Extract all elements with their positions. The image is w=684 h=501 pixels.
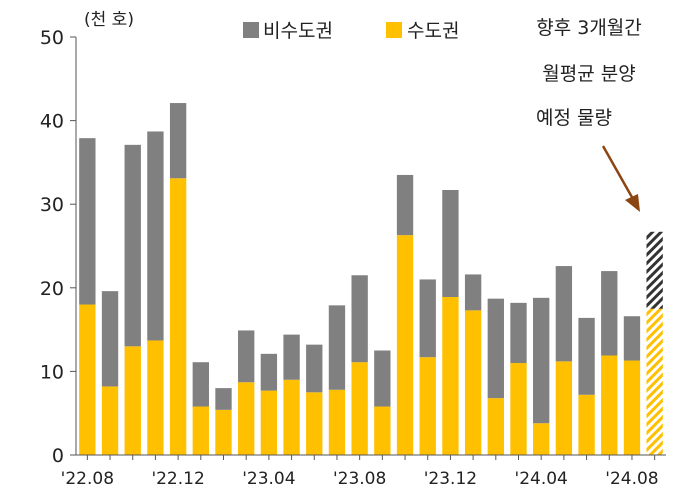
x-tick-label: '22.12 [151,469,204,489]
bar-capital [283,379,300,455]
bar-capital [124,346,141,455]
bar-capital [79,304,96,455]
bar-capital [623,360,641,455]
bar-capital [215,409,232,455]
bar-non-capital-projected [646,231,663,309]
bar-non-capital [260,353,278,391]
bar-capital [464,310,482,455]
legend-label-capital: 수도권 [407,20,459,42]
bar-non-capital [101,291,119,387]
y-tick-label: 10 [40,361,64,383]
bar-non-capital [147,131,164,341]
y-tick-label: 30 [40,194,64,216]
bar-non-capital [555,266,573,362]
bars [79,103,663,455]
legend-label-non-capital: 비수도권 [263,20,333,42]
y-tick-label: 20 [40,278,64,300]
x-axis: '22.08 '22.12 '23.04 '23.08 '23.12 '24.04 '24.… [61,454,666,489]
annotation-line-3: 예정 물량 [536,107,612,129]
x-tick-label: '23.08 [333,469,386,489]
x-tick-label: '22.08 [61,469,114,489]
bar-non-capital [169,103,187,179]
bar-capital [260,390,278,455]
bar-capital [510,363,527,455]
bar-capital [601,355,618,455]
bar-non-capital [328,305,346,390]
y-axis: 0 10 20 30 40 50 [40,27,77,467]
bar-capital [169,178,187,455]
x-tick-label: '23.12 [424,469,477,489]
bar-non-capital [533,297,550,424]
bar-non-capital [215,388,232,410]
bar-non-capital [79,138,96,305]
bar-capital-projected [646,308,663,455]
y-tick-label: 40 [40,111,64,133]
bar-capital [328,389,346,455]
bar-capital [578,394,595,455]
bar-non-capital [396,174,414,236]
bar-non-capital [623,316,641,361]
bar-non-capital [464,274,482,311]
bar-non-capital [306,344,323,393]
bar-capital [238,382,255,455]
bar-non-capital [601,271,618,356]
bar-non-capital [238,330,255,383]
bar-non-capital [487,298,504,399]
bar-non-capital [374,350,391,407]
annotation-line-1: 향후 3개월간 [536,17,642,39]
x-tick-label: '24.08 [605,469,658,489]
annotation-arrow-shaft [601,145,635,200]
y-tick-label: 50 [40,27,64,49]
bar-non-capital [419,279,436,358]
bar-capital [555,361,573,455]
bar-capital [533,423,550,455]
bar-capital [351,362,368,455]
unit-label: (천 호) [84,10,134,30]
bar-non-capital [442,189,459,297]
y-tick-label: 0 [52,445,64,467]
bar-capital [374,406,391,455]
annotation-arrow-head [625,194,640,212]
bar-non-capital [192,362,209,407]
legend-swatch-non-capital [243,22,259,38]
legend: 비수도권 수도권 [243,20,459,42]
bar-non-capital [283,334,300,380]
bar-capital [396,235,414,455]
bar-non-capital [510,302,527,364]
bar-capital [192,406,209,455]
bar-capital [147,340,164,455]
legend-swatch-capital [386,22,402,38]
annotation-line-2: 월평균 분양 [542,63,635,85]
bar-capital [487,398,504,455]
x-tick-label: '23.04 [242,469,295,489]
bar-non-capital [578,317,595,395]
annotation: 향후 3개월간 월평균 분양 예정 물량 [536,17,642,212]
bar-non-capital [124,144,141,347]
bar-capital [306,392,323,455]
bar-capital [101,386,119,455]
x-tick-label: '24.04 [515,469,568,489]
bar-non-capital [351,275,368,363]
bar-capital [442,296,459,455]
bar-capital [419,357,436,455]
